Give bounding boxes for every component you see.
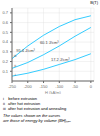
svg-text:60.1 J/cm³: 60.1 J/cm³ bbox=[40, 40, 59, 45]
svg-text:i: i bbox=[15, 72, 16, 77]
svg-text:-200: -200 bbox=[24, 84, 33, 89]
svg-text:-150: -150 bbox=[40, 84, 49, 89]
svg-text:-50: -50 bbox=[72, 84, 79, 89]
html-text:i before extrusion: i before extrusion bbox=[3, 96, 37, 101]
svg-text:0.6: 0.6 bbox=[8, 20, 9, 25]
html-text:ii after hot extrusion: ii after hot extrusion bbox=[3, 101, 41, 106]
svg-text:0: 0 bbox=[90, 84, 92, 89]
html-text:B(T): B(T) bbox=[90, 0, 98, 5]
html-text:The values shown on the curves: The values shown on the curves bbox=[3, 113, 61, 118]
svg-text:0.3: 0.3 bbox=[8, 49, 9, 54]
svg-text:H (kA/m): H (kA/m) bbox=[45, 90, 61, 94]
svg-text:17.2 J/cm³: 17.2 J/cm³ bbox=[51, 57, 70, 62]
svg-text:0.5: 0.5 bbox=[8, 30, 9, 35]
svg-text:iii: iii bbox=[14, 53, 17, 58]
svg-text:0.1: 0.1 bbox=[8, 69, 9, 74]
svg-text:0.4: 0.4 bbox=[8, 39, 9, 44]
svg-text:-250: -250 bbox=[8, 84, 17, 89]
svg-text:95.4 J/cm³: 95.4 J/cm³ bbox=[16, 48, 35, 53]
html-text:are those of energy by volume: are those of energy by volume (BH)ₘₐₓ bbox=[3, 118, 72, 123]
html-text:iii after hot extrusion and an: iii after hot extrusion and annealing bbox=[3, 106, 67, 111]
svg-text:0.7: 0.7 bbox=[8, 10, 9, 15]
svg-text:0.2: 0.2 bbox=[8, 59, 9, 64]
svg-text:-100: -100 bbox=[55, 84, 64, 89]
svg-text:ii: ii bbox=[14, 63, 16, 68]
